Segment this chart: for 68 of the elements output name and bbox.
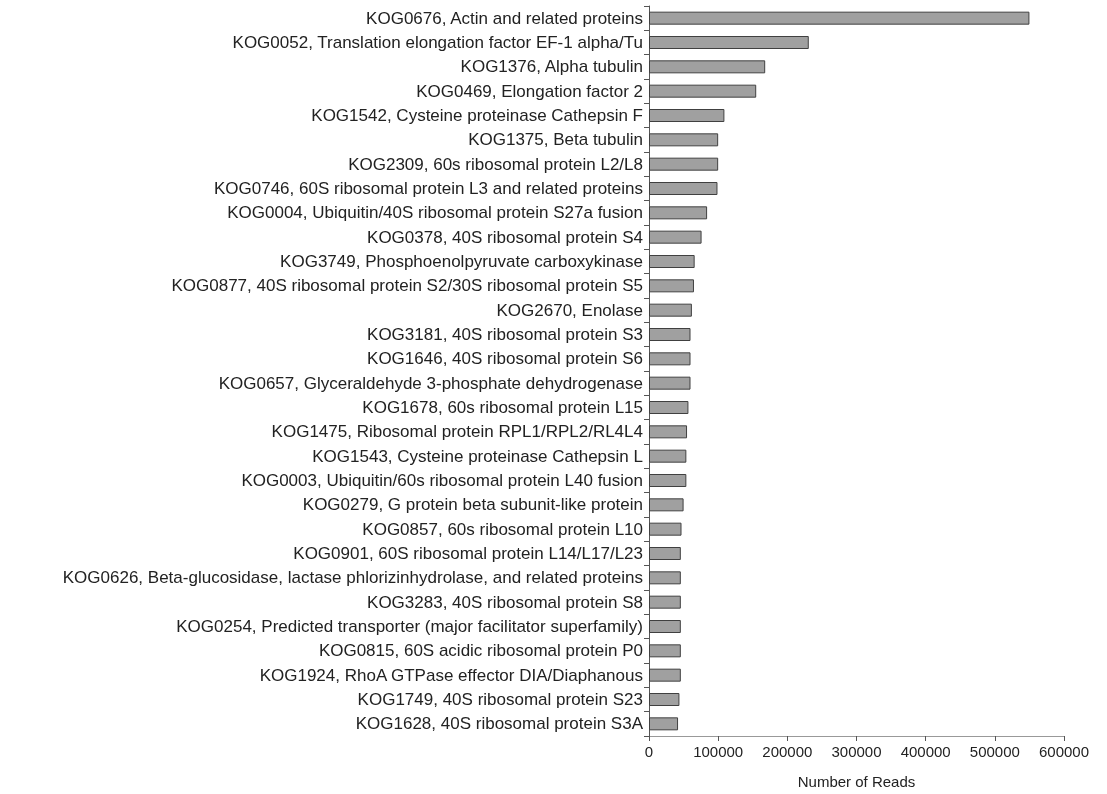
y-tick-label: KOG3283, 40S ribosomal protein S8 [367,592,643,612]
bar [649,157,719,171]
y-tick-label: KOG1543, Cysteine proteinase Cathepsin L [312,446,643,466]
bar [649,571,681,585]
x-tick-label: 0 [644,743,654,760]
bar [649,133,719,147]
y-tick-label: KOG0004, Ubiquitin/40S ribosomal protein S27a fusion [227,203,643,223]
y-tick-label: KOG1924, RhoA GTPase effector DIA/Diaphanous [259,665,643,685]
y-tick-label: KOG0279, G protein beta subunit-like protein [302,495,643,515]
bar [649,595,681,609]
bar [649,11,1030,25]
bar [649,620,681,633]
y-tick-label: KOG0857, 60s ribosomal protein L10 [362,519,643,539]
bar [649,84,757,98]
y-tick-label: KOG2670, Enolase [496,300,643,320]
bar [649,425,688,439]
bar [649,376,691,390]
y-tick-label: KOG0746, 60S ribosomal protein L3 and related proteins [213,179,643,198]
x-tick-label: 300000 [831,743,882,760]
y-tick-label: KOG0815, 60S acidic ribosomal protein P0 [318,641,643,661]
y-tick-label: KOG1376, Alpha tubulin [460,57,643,77]
bar [649,668,681,682]
y-tick-label: KOG0254, Predicted transporter (major facilitator superfamily) [176,617,643,636]
y-tick-label: KOG0469, Elongation factor 2 [416,81,643,101]
bar [649,547,681,560]
bar [649,401,689,414]
bar [649,230,702,244]
bar [649,109,725,122]
bar [649,693,680,706]
bar [649,644,681,658]
y-tick-label: KOG0052, Translation elongation factor EF-1 alpha/Tu [232,33,643,52]
y-tick-label: KOG2309, 60s ribosomal protein L2/L8 [348,154,643,174]
y-tick-label: KOG0901, 60S ribosomal protein L14/L17/L23 [293,544,643,563]
y-tick-label: KOG0378, 40S ribosomal protein S4 [367,227,643,247]
y-tick-label: KOG0657, Glyceraldehyde 3-phosphate dehydrogenase [218,373,643,393]
x-axis-title: Number of Reads [797,773,916,790]
y-tick-label: KOG3181, 40S ribosomal protein S3 [367,325,643,344]
bar [649,498,684,512]
x-tick-label: 500000 [969,743,1020,760]
y-tick-label: KOG1678, 60s ribosomal protein L15 [362,398,643,417]
y-tick-label: KOG3749, Phosphoenolpyruvate carboxykinase [280,252,643,271]
bar [649,522,682,536]
y-tick-label: KOG0877, 40S ribosomal protein S2/30S ribosomal protein S5 [171,276,643,296]
y-tick-label: KOG1375, Beta tubulin [468,130,643,150]
x-tick-label: 100000 [693,743,744,760]
bar [649,279,694,293]
y-tick-label: KOG1646, 40S ribosomal protein S6 [367,349,643,369]
bar [649,352,691,366]
bar [649,182,718,195]
x-tick-label: 200000 [762,743,813,760]
y-tick-label: KOG0626, Beta-glucosidase, lactase phlorizinhydrolase, and related proteins [62,568,643,588]
bar [649,474,687,487]
y-tick-label: KOG1542, Cysteine proteinase Cathepsin F [311,106,643,125]
bar [649,449,687,463]
y-tick-label: KOG1749, 40S ribosomal protein S23 [357,690,643,709]
bar [649,206,708,220]
bar [649,36,809,49]
y-tick-label: KOG0676, Actin and related proteins [366,8,643,28]
x-tick-label: 400000 [900,743,951,760]
bar [649,60,766,74]
bar [649,717,679,731]
bar [649,328,691,341]
bar [649,255,695,268]
x-tick-label: 600000 [1038,743,1090,760]
y-tick-label: KOG0003, Ubiquitin/60s ribosomal protein L40 fusion [241,471,643,490]
y-tick-label: KOG1475, Ribosomal protein RPL1/RPL2/RL4L4 [271,422,643,442]
y-tick-label: KOG1628, 40S ribosomal protein S3A [355,714,644,734]
bar [649,303,692,317]
